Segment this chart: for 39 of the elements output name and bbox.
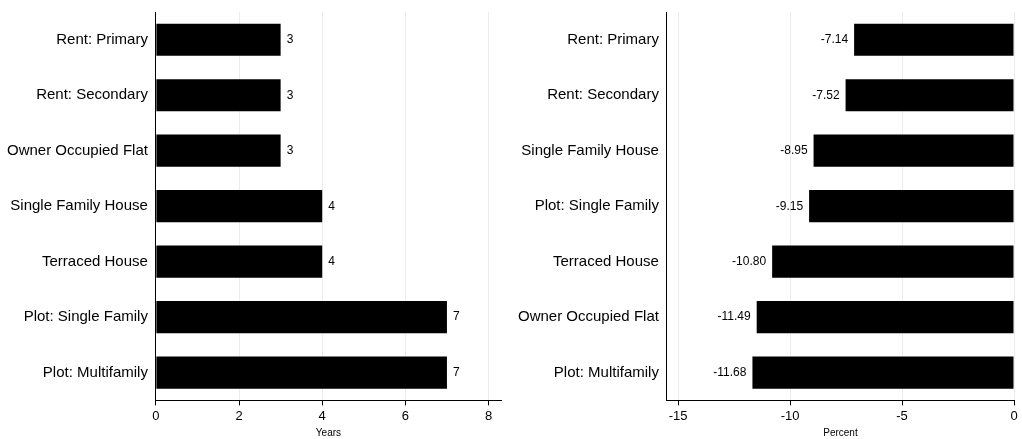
x-tick-label: 2 bbox=[235, 407, 243, 423]
x-tick-label: 0 bbox=[1010, 407, 1018, 423]
y-tick-label: Single Family House bbox=[521, 140, 659, 158]
x-axis-title: Years bbox=[315, 426, 342, 438]
y-tick-label: Owner Occupied Flat bbox=[7, 140, 149, 158]
text: -7.14 bbox=[820, 32, 849, 47]
y-tick-label: Plot: Single Family bbox=[534, 196, 660, 214]
data-label: 3 bbox=[286, 87, 294, 102]
text: -8.95 bbox=[780, 143, 808, 158]
y-tick-label: Single Family House bbox=[10, 196, 148, 214]
data-label: 7 bbox=[452, 309, 460, 324]
x-axis-title: Percent bbox=[823, 426, 858, 438]
y-tick-label: Plot: Single Family bbox=[23, 307, 149, 325]
y-tick-label: Rent: Secondary bbox=[547, 85, 660, 103]
text: -9.15 bbox=[775, 198, 804, 213]
data-label: 4 bbox=[328, 198, 336, 213]
y-tick-label: Terraced House bbox=[42, 251, 148, 269]
x-tick-label: 6 bbox=[401, 407, 409, 423]
y-tick-label: Owner Occupied Flat bbox=[518, 307, 660, 325]
text: -7.52 bbox=[812, 87, 840, 102]
y-tick-label: Plot: Multifamily bbox=[42, 362, 149, 380]
y-tick-label: Terraced House bbox=[553, 251, 659, 269]
data-label: 4 bbox=[328, 254, 336, 268]
x-tick-label: -15 bbox=[668, 407, 688, 423]
x-tick-label: 4 bbox=[318, 407, 326, 423]
x-tick-label: 0 bbox=[152, 407, 160, 423]
y-tick-label: Rent: Primary bbox=[56, 29, 149, 47]
data-label: 7 bbox=[452, 364, 460, 379]
data-label: 3 bbox=[286, 32, 294, 47]
x-tick-label: 8 bbox=[484, 407, 493, 423]
text: -11.49 bbox=[717, 309, 751, 324]
y-tick-label: Rent: Secondary bbox=[36, 85, 149, 103]
x-tick-label: -5 bbox=[896, 407, 908, 423]
y-tick-label: Rent: Primary bbox=[567, 29, 660, 47]
y-tick-label: Plot: Multifamily bbox=[553, 362, 660, 380]
data-label: 3 bbox=[286, 143, 294, 158]
x-tick-label: -10 bbox=[780, 407, 800, 423]
text: -10.80 bbox=[732, 254, 767, 268]
text: -11.68 bbox=[713, 364, 747, 379]
